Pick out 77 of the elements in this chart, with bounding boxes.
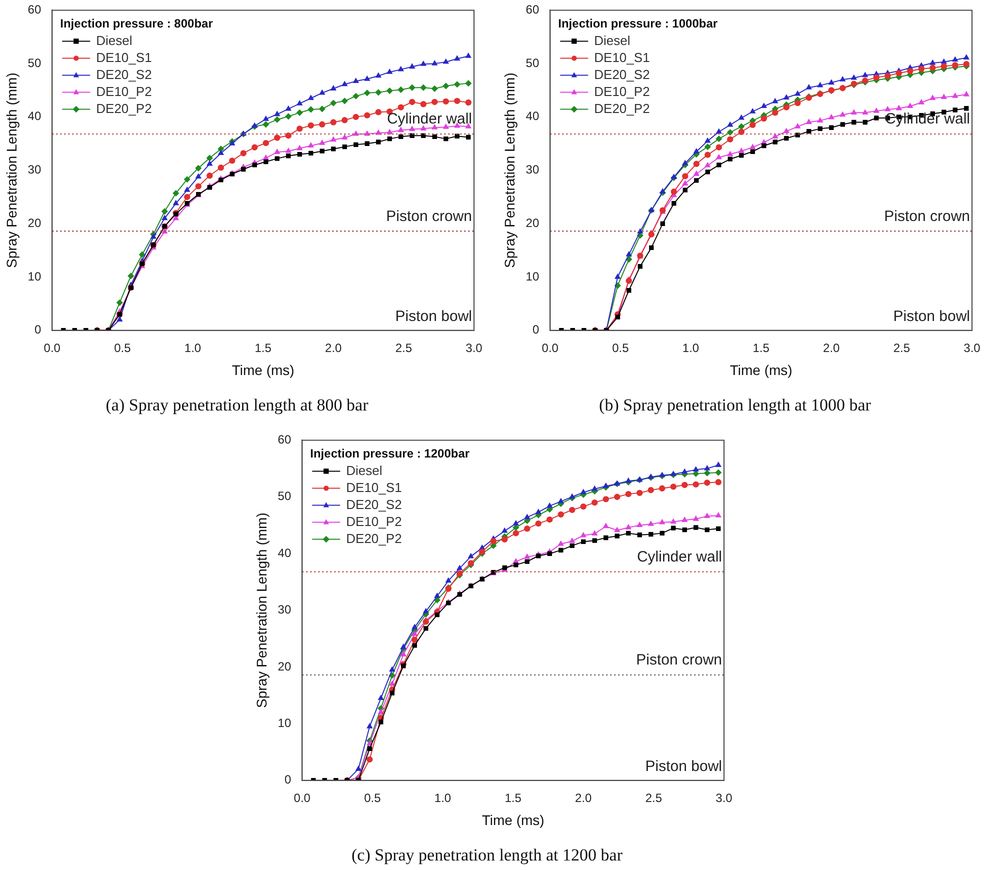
x-tick-label: 1.5 (504, 790, 522, 805)
annotation: Piston bowl (645, 758, 722, 776)
x-tick-label: 2.5 (395, 340, 412, 355)
x-tick-label: 3.0 (964, 340, 981, 355)
x-tick-label: 2.5 (645, 790, 662, 805)
x-tick-label: 1.5 (254, 340, 272, 355)
x-tick-label: 1.0 (682, 340, 700, 355)
legend-label: DE10_P2 (96, 84, 152, 99)
legend-title: Injection pressure : 800bar (60, 16, 214, 31)
x-tick-label: 1.5 (752, 340, 770, 355)
ref-line-label: Piston crown (884, 208, 970, 225)
x-tick-label: 0.0 (44, 340, 61, 355)
x-tick-label: 0.5 (364, 790, 382, 805)
x-tick-label: 3.0 (716, 790, 733, 805)
legend-label: DE20_S2 (346, 496, 402, 512)
legend-label: DE10_P2 (594, 84, 650, 99)
ref-line-label: Piston crown (386, 208, 472, 225)
annotation: Piston bowl (395, 308, 472, 326)
y-tick-label: 10 (28, 269, 42, 284)
legend-label: Diesel (594, 32, 630, 48)
y-tick-label: 10 (278, 716, 292, 730)
y-tick-label: 60 (28, 2, 42, 17)
text: (b) Spray penetration length at 1000 bar (599, 395, 872, 414)
legend-label: DE20_P2 (346, 530, 402, 546)
y-tick-label: 20 (526, 216, 540, 230)
ref-line-label: Cylinder wall (386, 110, 472, 128)
x-tick-label: 2.5 (893, 340, 910, 355)
annotation: Piston bowl (893, 308, 970, 326)
legend-label: DE20_P2 (96, 100, 152, 116)
x-tick-label: 0.0 (294, 790, 311, 805)
x-tick-label: 0.5 (114, 340, 132, 355)
x-tick-label: 2.0 (575, 790, 592, 805)
legend-label: DE10_S1 (346, 480, 402, 495)
x-axis-title: Time (ms) (232, 362, 294, 378)
x-tick-label: 3.0 (466, 340, 483, 355)
y-tick-label: 0 (34, 322, 42, 337)
legend-label: DE20_S2 (594, 66, 650, 82)
x-tick-label: 1.0 (434, 790, 452, 805)
x-tick-label: 0.0 (542, 340, 559, 355)
x-tick-label: 0.5 (612, 340, 630, 355)
x-tick-label: 1.0 (184, 340, 202, 355)
x-axis-title: Time (ms) (482, 812, 544, 828)
y-tick-label: 60 (278, 432, 292, 447)
legend-label: Diesel (346, 462, 382, 478)
y-tick-label: 40 (28, 109, 42, 124)
x-tick-label: 2.0 (325, 340, 342, 355)
y-tick-label: 30 (28, 162, 42, 177)
y-tick-label: 30 (526, 162, 540, 177)
y-tick-label: 40 (526, 109, 540, 124)
x-tick-label: 2.0 (823, 340, 840, 355)
text: (a) Spray penetration length at 800 bar (106, 395, 369, 414)
y-tick-label: 50 (28, 56, 42, 70)
legend-title: Injection pressure : 1000bar (558, 16, 718, 31)
x-axis-title: Time (ms) (730, 362, 792, 378)
y-tick-label: 20 (278, 659, 292, 674)
legend-label: DE10_S1 (594, 50, 650, 65)
legend-label: DE20_S2 (96, 66, 152, 82)
legend-label: DE10_P2 (346, 514, 402, 529)
ref-line-label: Piston crown (636, 652, 722, 669)
y-tick-label: 60 (526, 2, 540, 17)
legend-title: Injection pressure : 1200bar (310, 446, 470, 461)
y-axis-title: Spray Penetration Length (mm) (253, 512, 270, 708)
y-axis-title: Spray Penetration Length (mm) (3, 72, 20, 268)
y-tick-label: 0 (532, 322, 540, 337)
y-tick-label: 30 (278, 602, 292, 617)
legend-label: Diesel (96, 32, 132, 48)
legend-label: DE20_P2 (594, 100, 650, 116)
y-tick-label: 20 (28, 216, 42, 230)
y-tick-label: 50 (278, 489, 292, 504)
y-tick-label: 50 (526, 56, 540, 70)
y-tick-label: 10 (526, 269, 540, 284)
ref-line-label: Cylinder wall (636, 548, 722, 566)
y-tick-label: 0 (284, 772, 292, 787)
y-axis-title: Spray Penetration Length (mm) (501, 72, 518, 268)
y-tick-label: 40 (278, 546, 292, 560)
legend-label: DE10_S1 (96, 50, 152, 65)
text: (c) Spray penetration length at 1200 bar (352, 845, 623, 864)
